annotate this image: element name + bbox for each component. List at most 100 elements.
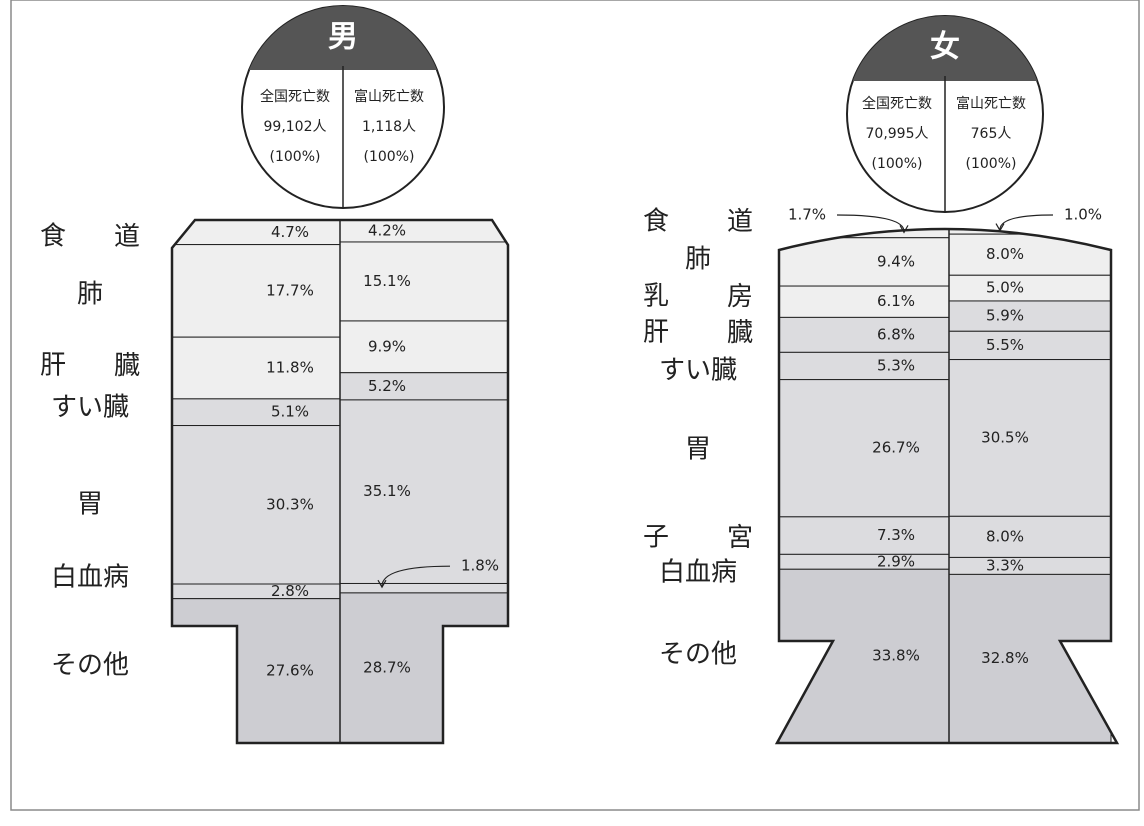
female-callout-arrow-s1-0	[999, 214, 1054, 230]
female-value-label-s0-7: 2.9%	[877, 552, 915, 570]
female-value-label-s0-8: 33.8%	[872, 647, 920, 665]
male-segment-s1-0	[339, 220, 508, 243]
male-segment-s0-4	[172, 425, 341, 585]
male-value-label-s0-4: 30.3%	[266, 495, 314, 513]
female-header-pct-0: (100%)	[872, 156, 923, 172]
male-segment-s1-4	[339, 399, 508, 584]
male-body-outline	[170, 218, 510, 745]
female-header-col-1: 富山死亡数	[956, 95, 1026, 112]
male-segment-s0-3	[172, 398, 341, 427]
male-value-label-s1-5: 1.8%	[461, 557, 499, 575]
male-value-label-s0-6: 27.6%	[266, 661, 314, 679]
male-category-label-0: 食道	[40, 222, 140, 252]
male-category-label-4: 胃	[77, 490, 103, 520]
male-category-label-1: 肺	[77, 280, 103, 310]
male-category-label-6: その他	[51, 651, 129, 681]
female-segment-s0-4	[778, 351, 950, 381]
male-callout-arrowhead-s1-5	[377, 579, 387, 589]
female-value-label-s0-1: 9.4%	[877, 252, 915, 270]
male-value-label-s1-4: 35.1%	[363, 482, 411, 500]
male-category-label-2: 肝臓	[40, 351, 140, 381]
female-header-pct-1: (100%)	[966, 156, 1017, 172]
female-category-label-8: その他	[659, 640, 737, 670]
male-value-label-s0-3: 5.1%	[271, 403, 309, 421]
female-callout-arrowhead-s0-0	[899, 225, 909, 234]
female-category-label-7: 白血病	[659, 558, 737, 588]
female-value-label-s0-0: 1.7%	[788, 206, 826, 224]
female-segment-s1-7	[948, 556, 1112, 575]
female-value-label-s0-2: 6.1%	[877, 292, 915, 310]
female-segment-s0-5	[778, 379, 950, 518]
female-segment-s0-6	[778, 516, 950, 555]
female-value-label-s1-0: 1.0%	[1064, 206, 1102, 224]
female-segment-s1-1	[948, 233, 1112, 276]
female-figure	[774, 15, 1120, 745]
female-value-label-s0-6: 7.3%	[877, 526, 915, 544]
female-value-label-s1-6: 8.0%	[986, 527, 1024, 545]
male-value-label-s0-1: 17.7%	[266, 281, 314, 299]
male-category-label-5: 白血病	[51, 563, 129, 593]
male-callout-arrow-s1-5	[381, 565, 451, 587]
male-value-label-s0-5: 2.8%	[271, 582, 309, 600]
female-segment-s0-3	[778, 316, 950, 353]
male-value-label-s1-3: 5.2%	[368, 377, 406, 395]
male-header-col-1: 富山死亡数	[354, 88, 424, 105]
female-header-total-0: 70,995人	[866, 126, 929, 142]
female-value-label-s1-4: 5.5%	[986, 336, 1024, 354]
female-value-label-s1-7: 3.3%	[986, 556, 1024, 574]
male-segment-s0-0	[172, 220, 341, 246]
male-header-pct-0: (100%)	[270, 149, 321, 165]
female-value-label-s1-2: 5.0%	[986, 279, 1024, 297]
female-segment-s1-3	[948, 300, 1112, 332]
female-gender-label: 女	[930, 30, 960, 65]
female-value-label-s0-4: 5.3%	[877, 356, 915, 374]
female-segment-s0-2	[778, 285, 950, 318]
male-segment-s0-2	[172, 336, 341, 400]
male-header-col-0: 全国死亡数	[260, 88, 330, 105]
male-header-total-1: 1,118人	[362, 119, 416, 135]
female-callout-arrow-s0-0	[836, 214, 905, 232]
female-value-label-s1-3: 5.9%	[986, 307, 1024, 325]
male-segment-s1-5	[339, 582, 508, 594]
male-segment-s0-1	[172, 244, 341, 338]
female-category-label-2: 乳房	[643, 282, 753, 312]
male-value-label-s1-1: 15.1%	[363, 272, 411, 290]
male-segment-s0-6	[172, 598, 341, 743]
male-segment-s1-3	[339, 372, 508, 401]
female-segment-s1-4	[948, 330, 1112, 361]
female-category-label-1: 肺	[685, 245, 711, 275]
female-value-label-s0-3: 6.8%	[877, 325, 915, 343]
male-header-total-0: 99,102人	[264, 119, 327, 135]
female-segment-s1-2	[948, 274, 1112, 302]
male-category-label-3: すい臓	[51, 393, 129, 423]
male-header-pct-1: (100%)	[364, 149, 415, 165]
female-value-label-s1-8: 32.8%	[981, 649, 1029, 667]
female-segment-s0-7	[778, 553, 950, 570]
female-header-col-0: 全国死亡数	[862, 95, 932, 112]
male-gender-label: 男	[328, 20, 358, 55]
female-value-label-s1-1: 8.0%	[986, 245, 1024, 263]
male-value-label-s1-0: 4.2%	[368, 221, 406, 239]
female-body-outline	[774, 227, 1120, 745]
male-value-label-s1-2: 9.9%	[368, 337, 406, 355]
female-value-label-s1-5: 30.5%	[981, 428, 1029, 446]
female-category-label-4: すい臓	[659, 356, 737, 386]
male-value-label-s0-0: 4.7%	[271, 223, 309, 241]
female-segment-s1-8	[948, 573, 1112, 743]
female-header-total-1: 765人	[971, 126, 1012, 142]
male-value-label-s0-2: 11.8%	[266, 359, 314, 377]
male-segment-s1-2	[339, 320, 508, 374]
female-segment-s1-5	[948, 359, 1112, 517]
female-category-label-0: 食道	[643, 207, 753, 237]
female-segment-s0-8	[778, 568, 950, 743]
figure-frame	[10, 0, 1140, 811]
male-segment-s0-5	[172, 583, 341, 600]
female-value-label-s0-5: 26.7%	[872, 439, 920, 457]
female-category-label-5: 胃	[685, 435, 711, 465]
female-segment-s1-6	[948, 515, 1112, 558]
male-figure	[170, 5, 510, 745]
female-category-label-3: 肝臓	[643, 318, 753, 348]
male-value-label-s1-6: 28.7%	[363, 658, 411, 676]
